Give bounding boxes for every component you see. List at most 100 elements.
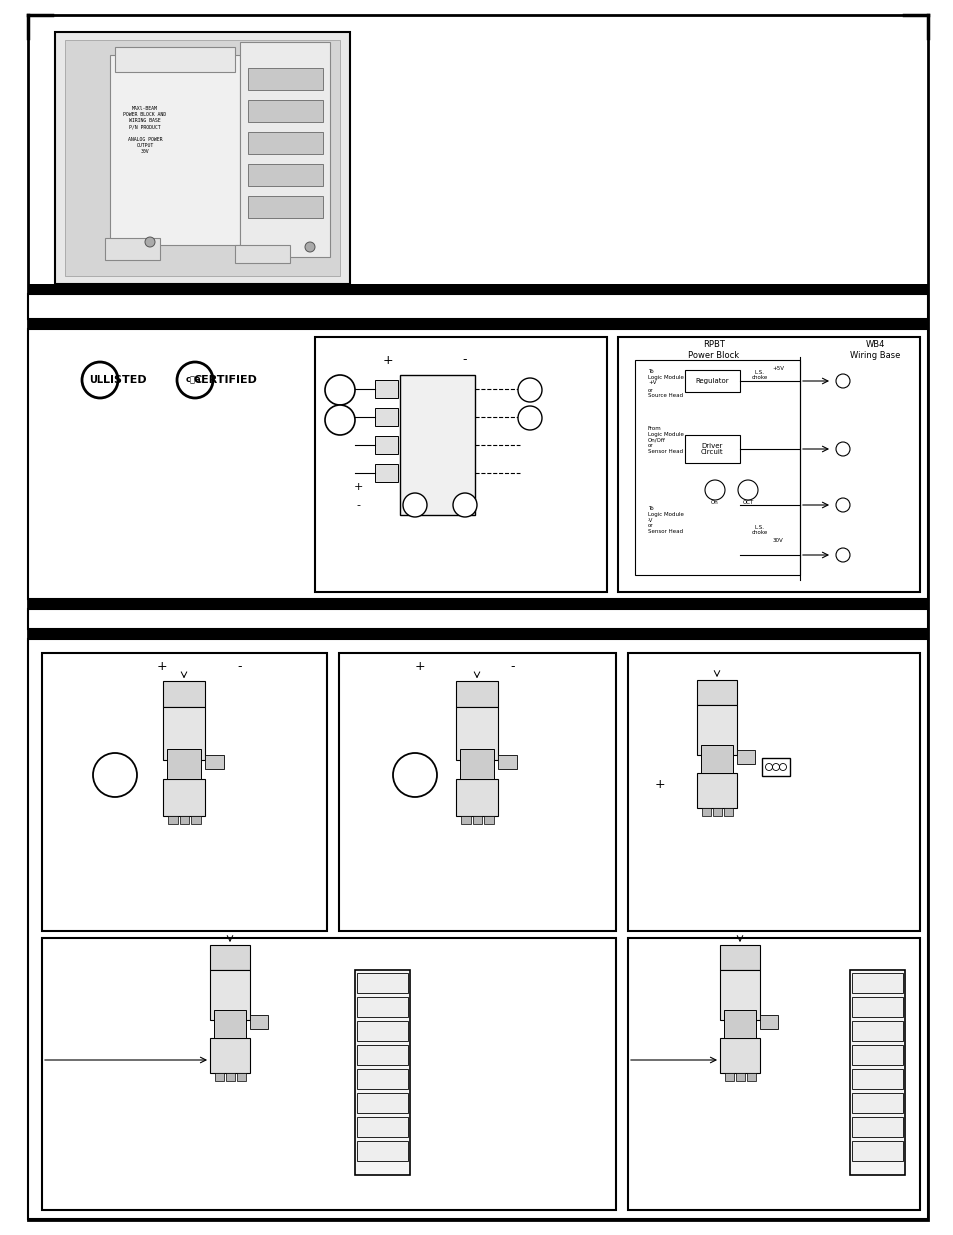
- Text: +5V: +5V: [771, 366, 783, 370]
- Bar: [737, 750, 754, 764]
- Circle shape: [82, 362, 118, 398]
- Bar: [338, 653, 616, 931]
- Bar: [356, 1045, 408, 1065]
- Bar: [356, 1116, 408, 1137]
- Bar: [851, 1045, 902, 1065]
- Bar: [356, 1070, 408, 1089]
- Bar: [163, 779, 205, 815]
- Text: -: -: [237, 661, 242, 673]
- Circle shape: [835, 442, 849, 456]
- Bar: [248, 164, 323, 186]
- Bar: [28, 599, 927, 609]
- Bar: [28, 319, 927, 329]
- Bar: [28, 629, 927, 638]
- Circle shape: [177, 362, 213, 398]
- Bar: [697, 705, 737, 755]
- Text: +: +: [382, 353, 393, 367]
- Circle shape: [325, 375, 355, 405]
- Circle shape: [325, 405, 355, 435]
- Text: +: +: [353, 482, 362, 492]
- Bar: [214, 1073, 224, 1081]
- Bar: [248, 132, 323, 154]
- Bar: [356, 973, 408, 993]
- Bar: [459, 750, 494, 779]
- Bar: [28, 329, 927, 599]
- Circle shape: [393, 753, 436, 797]
- Bar: [28, 638, 927, 1219]
- Bar: [851, 1021, 902, 1041]
- Bar: [684, 370, 740, 391]
- Circle shape: [738, 480, 758, 500]
- Bar: [250, 1015, 268, 1029]
- Bar: [761, 758, 789, 776]
- Bar: [28, 609, 927, 629]
- Circle shape: [835, 374, 849, 388]
- Text: To
Logic Module
-V
or
Sensor Head: To Logic Module -V or Sensor Head: [647, 506, 683, 534]
- Circle shape: [704, 480, 724, 500]
- Bar: [399, 375, 475, 515]
- Bar: [167, 750, 200, 779]
- Bar: [210, 945, 250, 969]
- Text: From
Logic Module
On/Off
or
Sensor Head: From Logic Module On/Off or Sensor Head: [647, 426, 683, 454]
- Text: L.S.
choke: L.S. choke: [751, 525, 767, 536]
- Bar: [240, 42, 330, 257]
- Bar: [115, 47, 234, 72]
- Text: MAXl-BEAM
POWER BLOCK AND
WIRING BASE
P/N PRODUCT

ANALOG POWER
OUTPUT
30V: MAXl-BEAM POWER BLOCK AND WIRING BASE P/…: [123, 106, 167, 154]
- Bar: [248, 196, 323, 219]
- Bar: [356, 1093, 408, 1113]
- Bar: [55, 32, 350, 284]
- Bar: [720, 945, 760, 969]
- Bar: [851, 997, 902, 1016]
- Bar: [356, 1141, 408, 1161]
- Bar: [42, 939, 616, 1210]
- Bar: [724, 1073, 733, 1081]
- Bar: [760, 1015, 778, 1029]
- Bar: [851, 1093, 902, 1113]
- Text: 30V: 30V: [772, 537, 782, 542]
- Bar: [735, 1073, 744, 1081]
- Bar: [226, 1073, 234, 1081]
- Bar: [473, 815, 482, 824]
- Text: +: +: [156, 661, 167, 673]
- Bar: [849, 969, 904, 1174]
- Circle shape: [145, 237, 154, 247]
- Text: -: -: [510, 661, 515, 673]
- Text: RPBT
Power Block: RPBT Power Block: [688, 341, 739, 359]
- Text: LISTED: LISTED: [103, 375, 147, 385]
- Text: CERTIFIED: CERTIFIED: [193, 375, 256, 385]
- Bar: [65, 40, 339, 275]
- Bar: [497, 755, 517, 769]
- Bar: [635, 359, 800, 576]
- Text: +: +: [654, 778, 664, 792]
- Bar: [456, 682, 497, 708]
- Bar: [205, 755, 224, 769]
- Bar: [456, 708, 497, 760]
- Bar: [192, 815, 200, 824]
- Text: +: +: [415, 661, 425, 673]
- Circle shape: [517, 378, 541, 403]
- Bar: [697, 680, 737, 705]
- Bar: [236, 1073, 246, 1081]
- Bar: [720, 969, 760, 1020]
- Bar: [248, 68, 323, 90]
- Bar: [168, 815, 177, 824]
- Bar: [375, 464, 397, 482]
- Bar: [234, 245, 290, 263]
- Text: -: -: [355, 500, 359, 510]
- Bar: [314, 337, 606, 592]
- Bar: [163, 682, 205, 708]
- Text: Driver
Circuit: Driver Circuit: [700, 442, 722, 456]
- Bar: [697, 773, 737, 808]
- Bar: [356, 997, 408, 1016]
- Bar: [356, 1021, 408, 1041]
- Bar: [627, 653, 919, 931]
- Circle shape: [835, 498, 849, 513]
- Text: OCT: OCT: [741, 500, 753, 505]
- Bar: [851, 1141, 902, 1161]
- Text: On: On: [710, 500, 719, 505]
- Bar: [723, 1010, 755, 1037]
- Bar: [851, 1070, 902, 1089]
- Circle shape: [305, 242, 314, 252]
- Bar: [684, 435, 740, 463]
- Bar: [375, 380, 397, 398]
